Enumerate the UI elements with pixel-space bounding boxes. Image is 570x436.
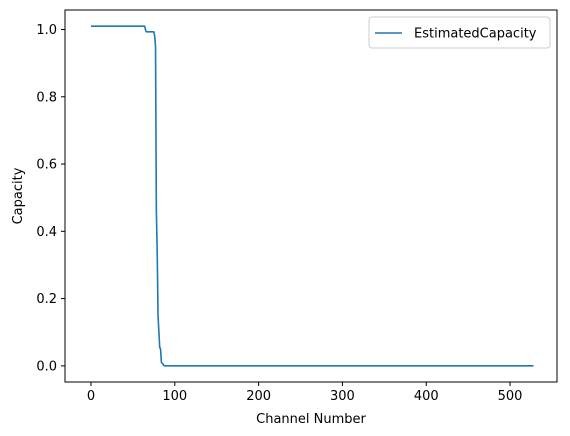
plot-frame xyxy=(64,9,558,383)
y-axis-label: Capacity xyxy=(11,167,26,224)
axes: 0 100 200 300 400 500 0.0 0.2 0.4 0.6 0.8 1.0 Channe… xyxy=(11,9,558,427)
series-line-0 xyxy=(90,25,534,367)
x-tick-label: 100 xyxy=(162,389,187,404)
x-tick-label: 500 xyxy=(498,389,523,404)
y-tick-label: 1.0 xyxy=(36,23,57,38)
y-tick-label: 0.4 xyxy=(36,225,57,240)
x-axis-label: Channel Number xyxy=(256,412,366,427)
x-tick-label: 200 xyxy=(246,389,271,404)
x-tick-label: 400 xyxy=(414,389,439,404)
legend-label: EstimatedCapacity xyxy=(414,27,537,42)
y-tick-label: 0.8 xyxy=(36,90,57,105)
y-tick-label: 0.2 xyxy=(36,292,57,307)
x-tick-label: 0 xyxy=(87,389,95,404)
plot-area xyxy=(90,25,534,367)
y-tick-label: 0.0 xyxy=(36,359,57,374)
legend-box xyxy=(368,16,551,49)
legend: EstimatedCapacity xyxy=(368,16,551,49)
x-tick-label: 300 xyxy=(330,389,355,404)
y-tick-label: 0.6 xyxy=(36,158,57,173)
